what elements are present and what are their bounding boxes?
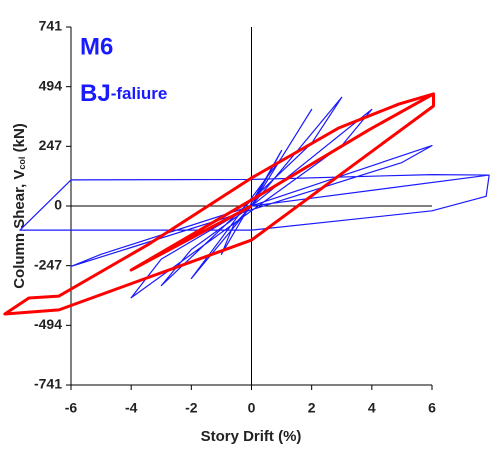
- annotation: BJ-faliure: [80, 80, 167, 107]
- x-tick-label: 2: [308, 400, 316, 416]
- y-tick-label: 0: [54, 197, 62, 213]
- x-tick-label: -2: [185, 400, 198, 416]
- x-tick-label: -4: [125, 400, 138, 416]
- y-tick-label: 494: [39, 77, 63, 93]
- y-tick-label: -494: [34, 316, 62, 332]
- x-tick-label: 6: [428, 400, 436, 416]
- annotation-main: BJ: [80, 80, 111, 107]
- series-line: [3, 92, 436, 316]
- y-label-text: Column Shear, V: [11, 170, 28, 289]
- y-label-sub: col: [17, 157, 27, 170]
- x-tick-label: -6: [65, 400, 78, 416]
- annotation-label: M6: [80, 33, 113, 60]
- y-label-suffix: (kN): [11, 123, 28, 156]
- x-tick-label: 4: [368, 400, 376, 416]
- y-tick-label: -741: [34, 376, 62, 392]
- x-axis-label: Story Drift (%): [201, 428, 302, 445]
- series-line: [19, 96, 490, 299]
- y-axis-label: Column Shear, Vcol (kN): [11, 123, 28, 289]
- y-tick-label: 247: [39, 137, 63, 153]
- x-tick-label: 0: [248, 400, 256, 416]
- annotation-suffix: -faliure: [111, 84, 168, 103]
- y-tick-label: 741: [39, 18, 63, 34]
- y-tick-label: -247: [34, 256, 62, 272]
